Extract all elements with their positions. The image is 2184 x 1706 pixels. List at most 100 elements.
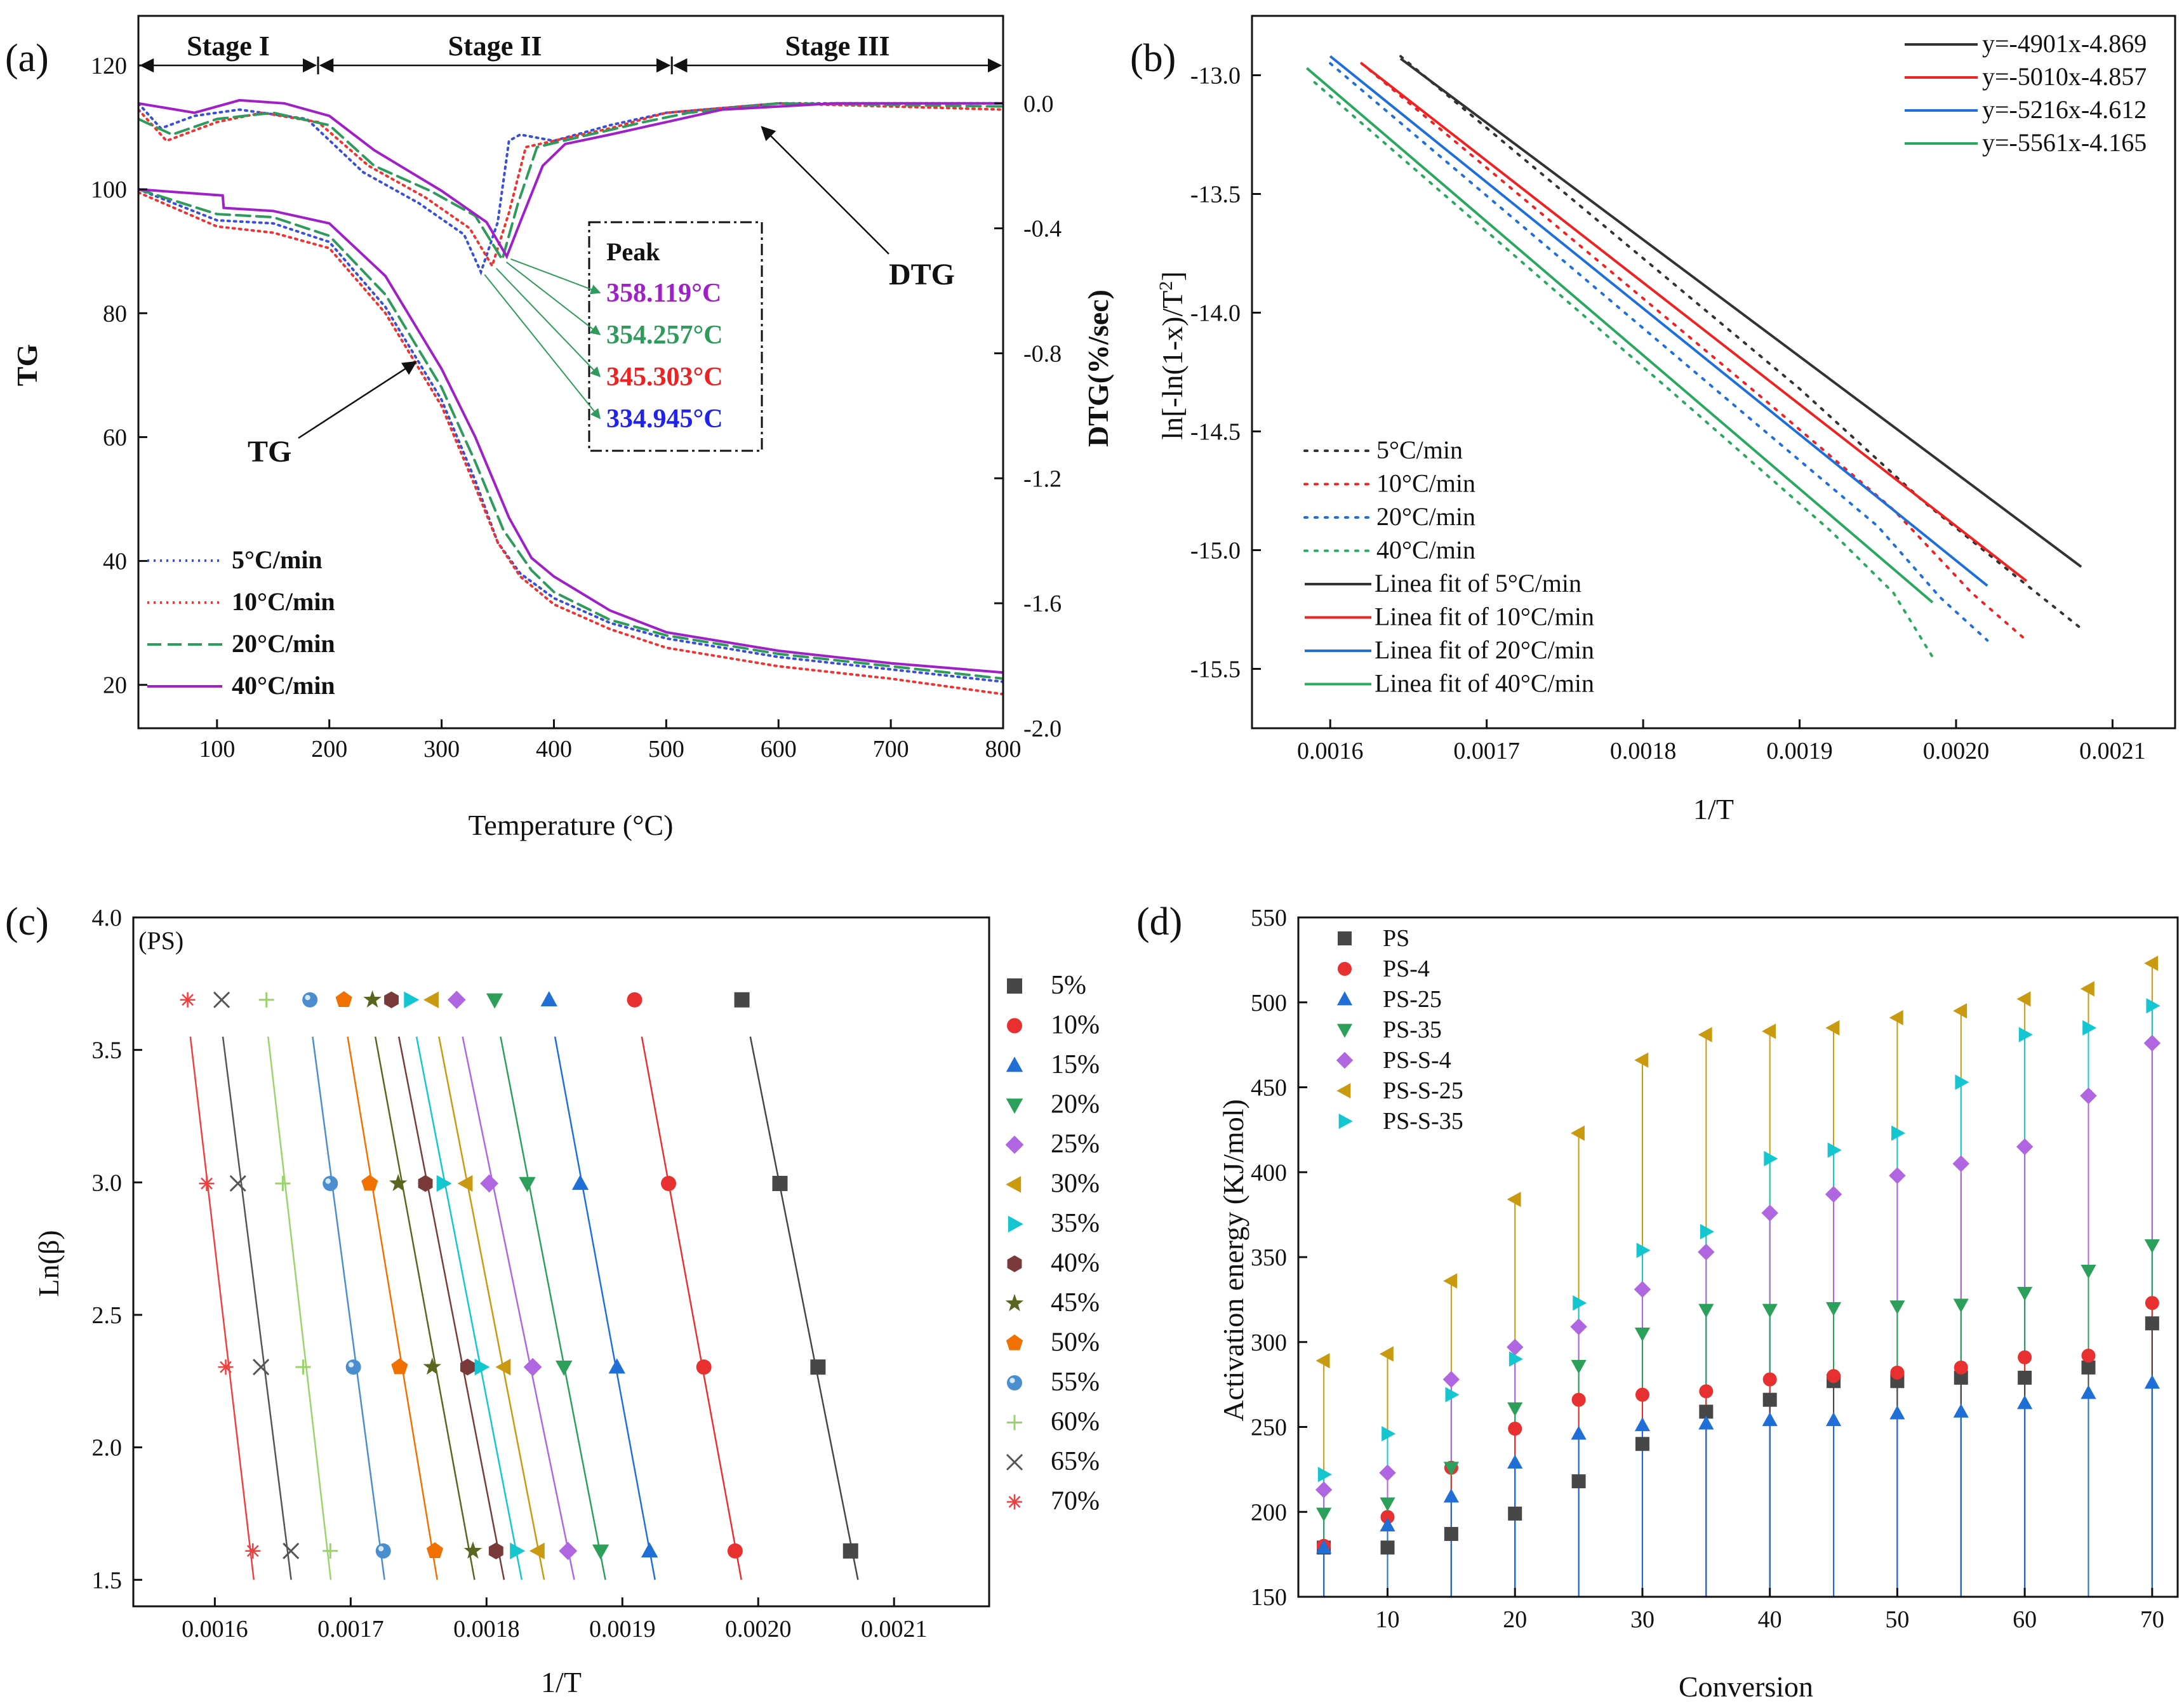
panel-d-x-ticks: 10 20 30 40 50 60 70 xyxy=(1376,1588,2164,1633)
dtg-line-3 xyxy=(138,98,1003,260)
a-y2tick-label: -1.2 xyxy=(1023,465,1062,492)
c-legend-marker-5-shape xyxy=(1006,1176,1022,1193)
panel-b-x-ticks: 0.0016 0.0017 0.0018 0.0019 0.0020 0.0021 xyxy=(1297,719,2146,764)
d-legend-label-0: PS xyxy=(1383,925,1409,952)
c-legend-marker-5 xyxy=(1006,1176,1022,1193)
a-legend-label-2: 20°C/min xyxy=(232,629,335,658)
d-point-2 xyxy=(1762,1412,1778,1427)
c-point-0-shape xyxy=(810,1359,826,1375)
c-legend-marker-7-shape xyxy=(1007,1255,1022,1272)
a-xtick-label: 400 xyxy=(536,736,572,763)
a-xtick-label: 600 xyxy=(761,736,797,763)
c-point-1-shape xyxy=(696,1359,712,1375)
c-legend-marker-1-shape xyxy=(1007,1018,1022,1034)
a-ytick-label: 120 xyxy=(91,53,127,79)
c-point-3 xyxy=(556,1360,573,1376)
d-point-2-shape xyxy=(1825,1412,1842,1427)
d-point-1-shape xyxy=(2081,1349,2096,1363)
panel-a-y-ticks: 20 40 60 80 100 120 xyxy=(91,53,147,699)
c-fit-line-9 xyxy=(347,1036,438,1580)
c-point-1 xyxy=(696,1359,712,1375)
b-ytick-label: -13.5 xyxy=(1190,182,1241,208)
panel-d-x-title: Conversion xyxy=(1679,1670,1813,1703)
d-point-1 xyxy=(2081,1349,2096,1363)
c-legend-marker-0-shape xyxy=(1007,978,1022,994)
peak-arrows xyxy=(484,258,601,420)
d-point-3 xyxy=(2144,1239,2160,1253)
d-ytick-label: 350 xyxy=(1251,1244,1287,1271)
c-legend-marker-11 xyxy=(1007,1415,1022,1430)
c-point-10-shape xyxy=(302,992,318,1008)
d-point-5 xyxy=(1825,1020,1840,1036)
d-point-0-shape xyxy=(1954,1370,1968,1385)
d-point-4 xyxy=(1698,1243,1715,1261)
b-data-line-3 xyxy=(1313,81,1934,658)
c-point-5 xyxy=(529,1542,545,1559)
d-point-6 xyxy=(2082,1020,2097,1036)
d-point-6 xyxy=(1827,1142,1842,1158)
c-fit-line-13 xyxy=(189,1036,255,1580)
d-point-4-shape xyxy=(2143,1034,2161,1052)
dtg-line-0 xyxy=(138,102,1003,276)
d-point-4 xyxy=(1315,1481,1333,1498)
d-legend-marker-2-shape xyxy=(1336,991,1353,1006)
c-point-8 xyxy=(423,1357,441,1375)
panel-d-label: (d) xyxy=(1136,900,1182,943)
c-legend-label-2: 15% xyxy=(1051,1050,1100,1079)
a-xtick-label: 500 xyxy=(648,736,684,763)
b-ytick-label: -14.5 xyxy=(1190,419,1241,446)
d-point-3 xyxy=(1507,1402,1523,1416)
c-point-1-shape xyxy=(727,1543,743,1559)
d-point-1-shape xyxy=(1827,1369,1841,1383)
d-legend-marker-3 xyxy=(1336,1023,1353,1038)
c-point-13 xyxy=(199,1175,215,1191)
d-point-4 xyxy=(1570,1318,1587,1335)
a-legend-label-3: 40°C/min xyxy=(232,671,335,700)
c-xtick-label: 0.0021 xyxy=(861,1616,928,1643)
c-point-12 xyxy=(283,1542,300,1559)
d-point-2-shape xyxy=(1571,1425,1587,1440)
c-point-12-d2 xyxy=(253,1359,270,1376)
c-point-10 xyxy=(323,1175,338,1191)
b-eq-label-1: y=-5010x-4.857 xyxy=(1982,62,2147,91)
c-point-8 xyxy=(463,1541,483,1559)
d-point-4-shape xyxy=(1379,1464,1396,1481)
d-point-4-shape xyxy=(1825,1185,1842,1203)
d-point-2 xyxy=(1571,1425,1587,1440)
d-point-4-shape xyxy=(1507,1338,1524,1356)
d-point-0-shape xyxy=(2145,1316,2159,1331)
d-point-3-shape xyxy=(2144,1239,2160,1253)
d-point-5-shape xyxy=(1825,1020,1840,1036)
a-y2tick-label: 0.0 xyxy=(1023,91,1054,117)
b-legend-label-2: 20°C/min xyxy=(1376,502,1475,531)
d-point-6 xyxy=(1382,1426,1396,1442)
c-legend-marker-3-shape xyxy=(1006,1098,1023,1114)
panel-d-activation-energy: (d) 10 20 30 40 50 60 70 150 200 250 300 350 400 450… xyxy=(1136,900,2179,1703)
d-point-2 xyxy=(1507,1455,1523,1469)
d-point-4 xyxy=(1952,1155,1969,1173)
panel-b-frame xyxy=(1251,15,2176,730)
d-point-4 xyxy=(1442,1371,1460,1388)
c-point-1-shape xyxy=(661,1175,677,1191)
c-point-4 xyxy=(480,1174,498,1193)
a-ytick-label: 20 xyxy=(103,672,127,699)
c-point-8 xyxy=(363,990,382,1008)
c-point-7-shape xyxy=(384,991,399,1008)
d-legend-marker-1 xyxy=(1338,962,1352,976)
c-point-0 xyxy=(842,1543,858,1559)
peak-title: Peak xyxy=(606,237,660,266)
d-point-2 xyxy=(1634,1417,1651,1432)
c-xtick-label: 0.0017 xyxy=(317,1616,384,1643)
b-eq-label-2: y=-5216x-4.612 xyxy=(1982,95,2147,124)
d-point-5-shape xyxy=(1570,1125,1585,1141)
a-xtick-label: 300 xyxy=(423,736,460,763)
d-point-6 xyxy=(1891,1125,1906,1141)
d-point-4 xyxy=(1889,1167,1906,1184)
c-legend-marker-2 xyxy=(1006,1056,1023,1072)
d-point-6 xyxy=(1955,1074,1969,1090)
d-xtick-label: 70 xyxy=(2140,1606,2164,1633)
c-legend-marker-7 xyxy=(1007,1255,1022,1272)
c-ytick-label: 2.5 xyxy=(92,1302,123,1329)
d-point-5-shape xyxy=(1379,1346,1394,1362)
d-point-1 xyxy=(1699,1384,1714,1399)
